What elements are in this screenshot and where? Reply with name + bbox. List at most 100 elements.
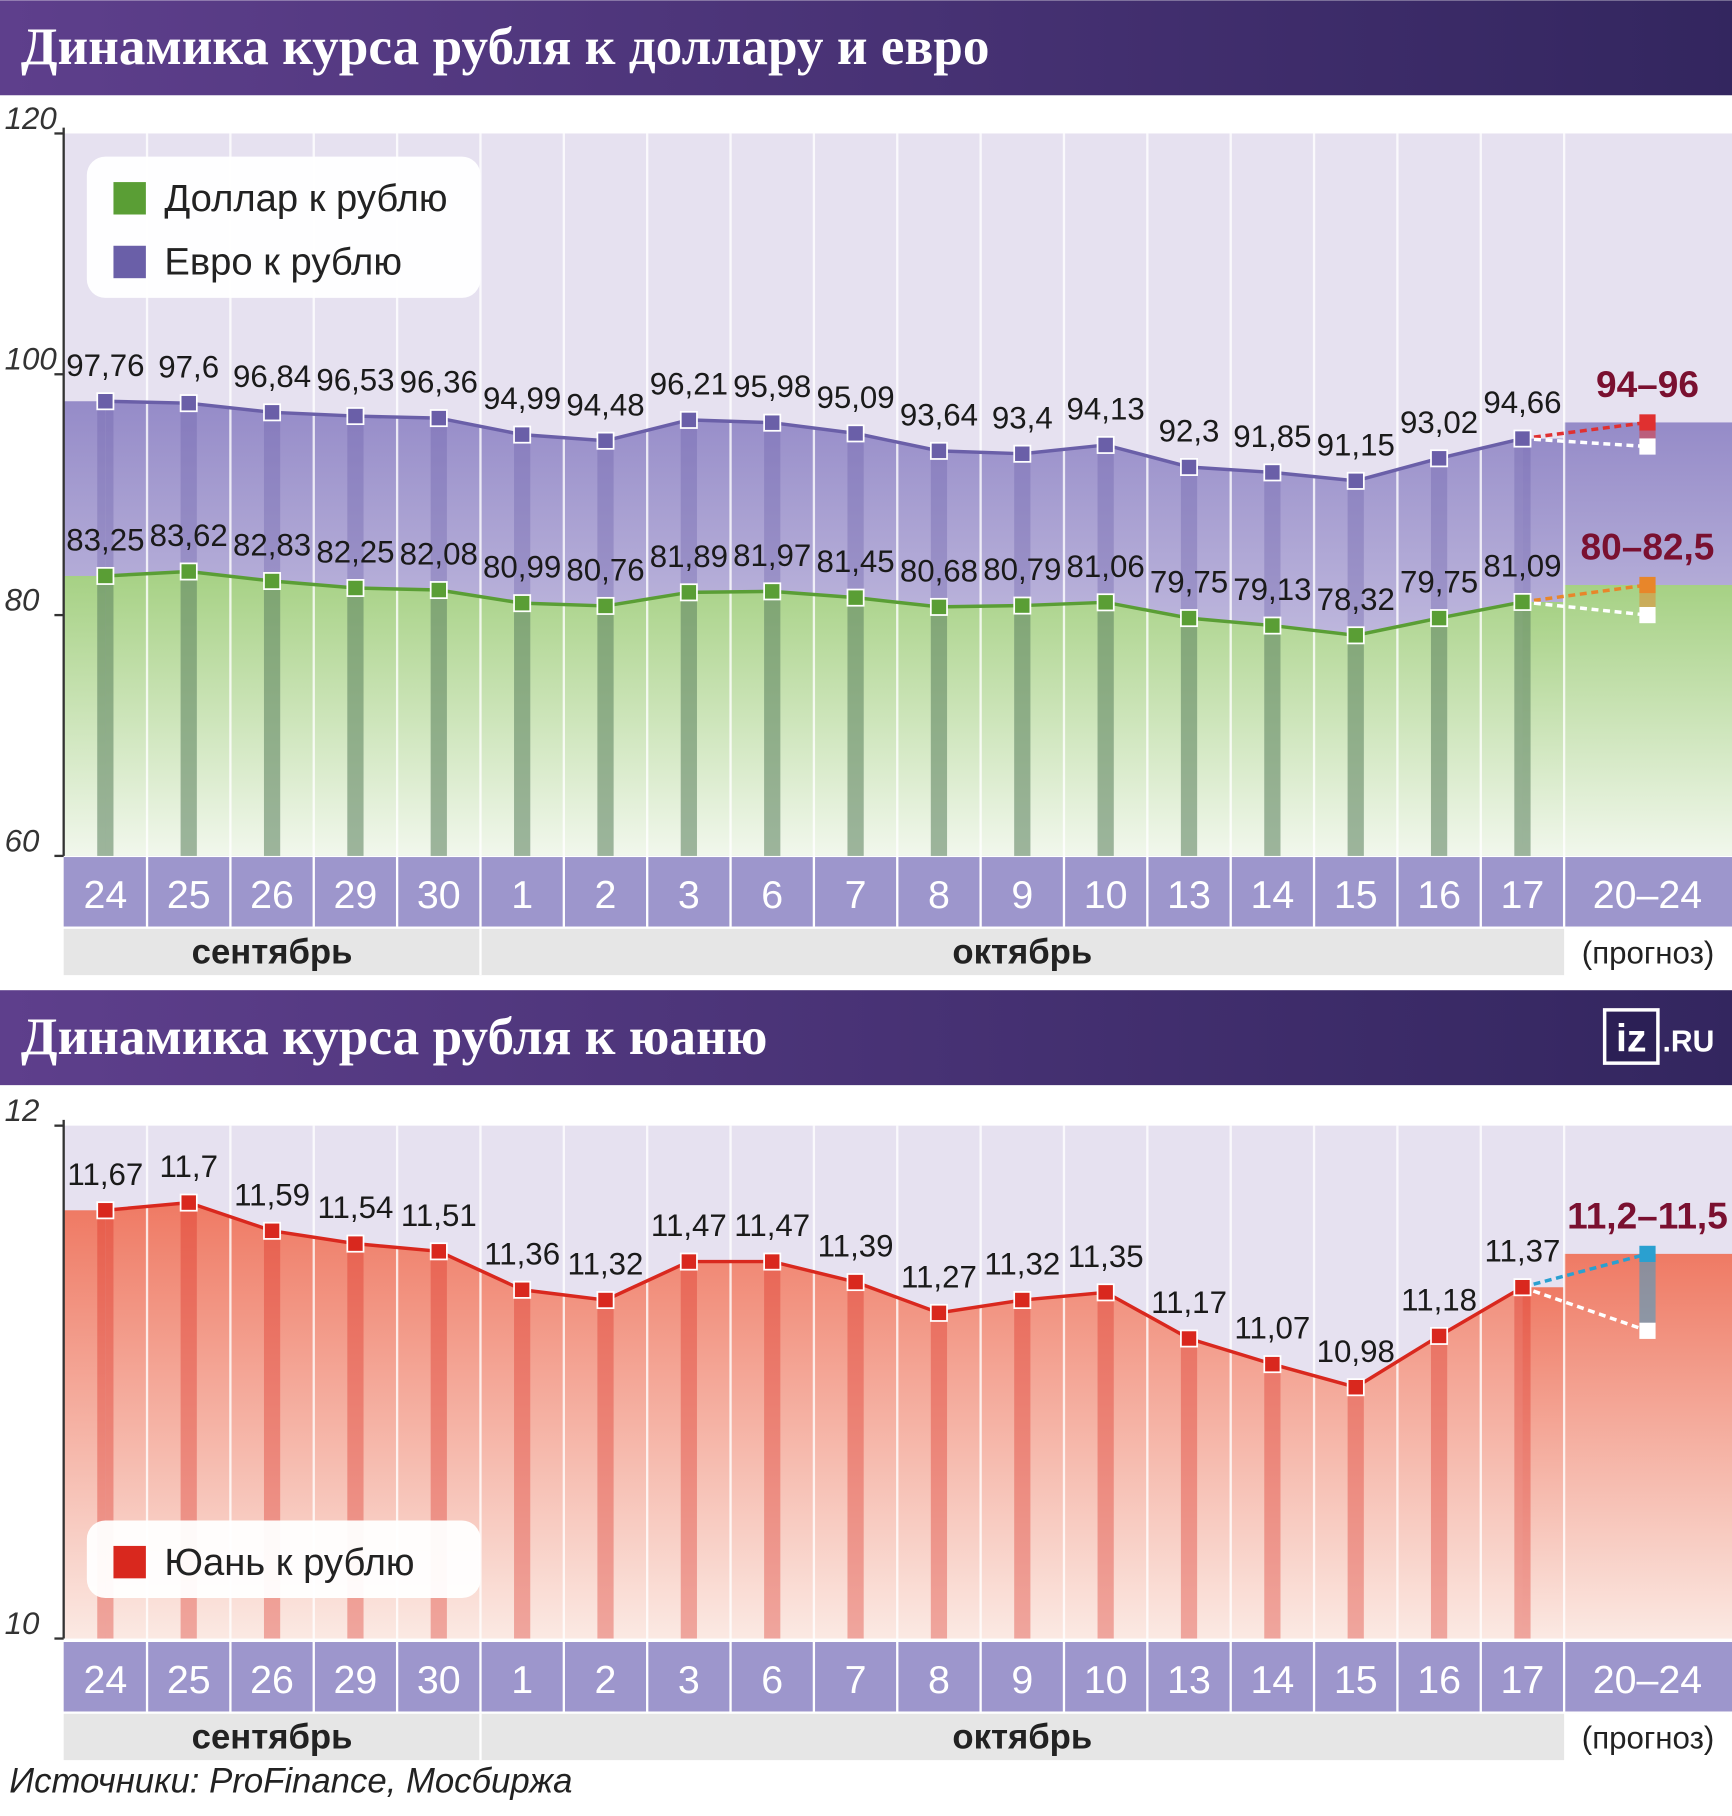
value-bar bbox=[847, 597, 864, 856]
marker bbox=[846, 1273, 865, 1292]
x-tick-label: 9 bbox=[1011, 873, 1033, 917]
value-bar bbox=[1014, 1300, 1031, 1639]
value-bar bbox=[1180, 466, 1198, 856]
value-label: 11,27 bbox=[901, 1259, 977, 1294]
value-bar bbox=[180, 571, 197, 856]
month-label: сентябрь bbox=[192, 1719, 353, 1757]
x-tick-label: 8 bbox=[928, 1658, 950, 1702]
x-tick-label: 26 bbox=[250, 873, 294, 917]
x-tick-label: 14 bbox=[1250, 873, 1294, 917]
header-bar bbox=[0, 990, 1732, 1086]
marker bbox=[1013, 444, 1032, 463]
legend-label: Доллар к рублю bbox=[164, 177, 447, 220]
value-label: 94,99 bbox=[483, 381, 561, 416]
marker bbox=[1263, 1355, 1282, 1374]
x-tick-label: 13 bbox=[1167, 1658, 1211, 1702]
value-label: 96,36 bbox=[400, 365, 478, 400]
value-label: 11,07 bbox=[1234, 1311, 1310, 1346]
value-label: 81,09 bbox=[1483, 548, 1561, 583]
value-label: 10,98 bbox=[1317, 1334, 1395, 1369]
value-label: 11,51 bbox=[401, 1198, 477, 1233]
value-bar bbox=[1514, 601, 1531, 856]
value-bar bbox=[1097, 602, 1114, 856]
value-bar bbox=[597, 605, 614, 856]
x-tick-label: 16 bbox=[1417, 873, 1461, 917]
marker bbox=[1180, 609, 1198, 628]
value-bar bbox=[1180, 618, 1198, 856]
x-tick-label: 1 bbox=[511, 873, 533, 917]
y-tick-label: 12 bbox=[5, 1093, 40, 1128]
value-label: 11,32 bbox=[568, 1247, 644, 1282]
value-label: 92,3 bbox=[1159, 414, 1220, 449]
marker bbox=[179, 1193, 198, 1212]
value-label: 96,21 bbox=[650, 366, 728, 401]
marker bbox=[846, 588, 865, 607]
value-bar bbox=[597, 1300, 614, 1639]
x-tick-label: 3 bbox=[678, 1658, 700, 1702]
marker bbox=[763, 582, 782, 601]
chart-title: Динамика курса рубля к юаню bbox=[21, 1007, 768, 1066]
y-tick-label: 10 bbox=[5, 1606, 40, 1641]
x-tick-label: 13 bbox=[1167, 873, 1211, 917]
marker bbox=[929, 597, 948, 616]
logo-text: iz bbox=[1616, 1017, 1647, 1061]
marker bbox=[96, 1201, 115, 1220]
value-bar bbox=[680, 1261, 697, 1639]
legend-swatch bbox=[113, 1545, 146, 1579]
value-label: 97,6 bbox=[158, 350, 219, 385]
value-bar bbox=[764, 591, 781, 856]
value-bar bbox=[1347, 635, 1364, 856]
line bbox=[105, 569, 1523, 638]
value-bar bbox=[680, 419, 697, 856]
value-label: 11,67 bbox=[67, 1157, 143, 1192]
value-label: 96,84 bbox=[233, 359, 311, 394]
value-label: 79,75 bbox=[1150, 565, 1228, 600]
value-label: 82,25 bbox=[316, 535, 394, 570]
value-bar bbox=[347, 416, 364, 856]
forecast-label: 11,2–11,5 bbox=[1567, 1194, 1728, 1236]
x-tick-label: 3 bbox=[678, 873, 700, 917]
value-label: 11,47 bbox=[651, 1208, 727, 1243]
x-tick-label: 24 bbox=[83, 1658, 127, 1702]
value-bar bbox=[263, 412, 281, 856]
value-bar bbox=[1097, 444, 1114, 856]
marker bbox=[263, 403, 282, 422]
marker bbox=[1513, 429, 1532, 448]
value-bar bbox=[97, 575, 114, 856]
marker bbox=[96, 566, 115, 585]
header-bar bbox=[0, 0, 1732, 96]
value-label: 79,75 bbox=[1400, 565, 1478, 600]
x-tick-label: 15 bbox=[1334, 1658, 1378, 1702]
value-bar bbox=[1430, 458, 1448, 856]
value-label: 91,15 bbox=[1317, 427, 1395, 462]
value-label: 11,32 bbox=[984, 1247, 1060, 1282]
x-tick-label: 25 bbox=[167, 1658, 211, 1702]
value-label: 11,7 bbox=[159, 1149, 218, 1184]
marker bbox=[1430, 449, 1449, 468]
marker bbox=[1096, 593, 1115, 612]
x-tick-label: 17 bbox=[1501, 1658, 1545, 1702]
value-bar bbox=[514, 434, 531, 856]
marker bbox=[429, 1242, 448, 1261]
x-tick-label: 29 bbox=[334, 873, 378, 917]
legend-box bbox=[86, 156, 481, 298]
value-label: 82,08 bbox=[400, 537, 478, 572]
x-tick-label: 25 bbox=[167, 873, 211, 917]
value-bar bbox=[930, 606, 948, 856]
value-bar bbox=[764, 422, 781, 856]
value-label: 11,18 bbox=[1401, 1282, 1477, 1317]
x-tick-label: 7 bbox=[845, 873, 867, 917]
y-tick-label: 100 bbox=[5, 342, 58, 377]
y-tick-label: 60 bbox=[5, 823, 40, 858]
source: Источники: ProFinance, Мосбиржа bbox=[9, 1763, 572, 1801]
marker bbox=[1013, 1291, 1032, 1310]
area-extension bbox=[1522, 1287, 1565, 1639]
value-label: 91,85 bbox=[1233, 419, 1311, 454]
marker bbox=[1513, 1278, 1532, 1297]
value-label: 94,66 bbox=[1483, 385, 1561, 420]
line bbox=[105, 1200, 1524, 1390]
value-label: 94,48 bbox=[566, 387, 644, 422]
marker bbox=[1096, 435, 1115, 454]
marker bbox=[346, 1234, 365, 1253]
value-label: 95,09 bbox=[816, 380, 894, 415]
